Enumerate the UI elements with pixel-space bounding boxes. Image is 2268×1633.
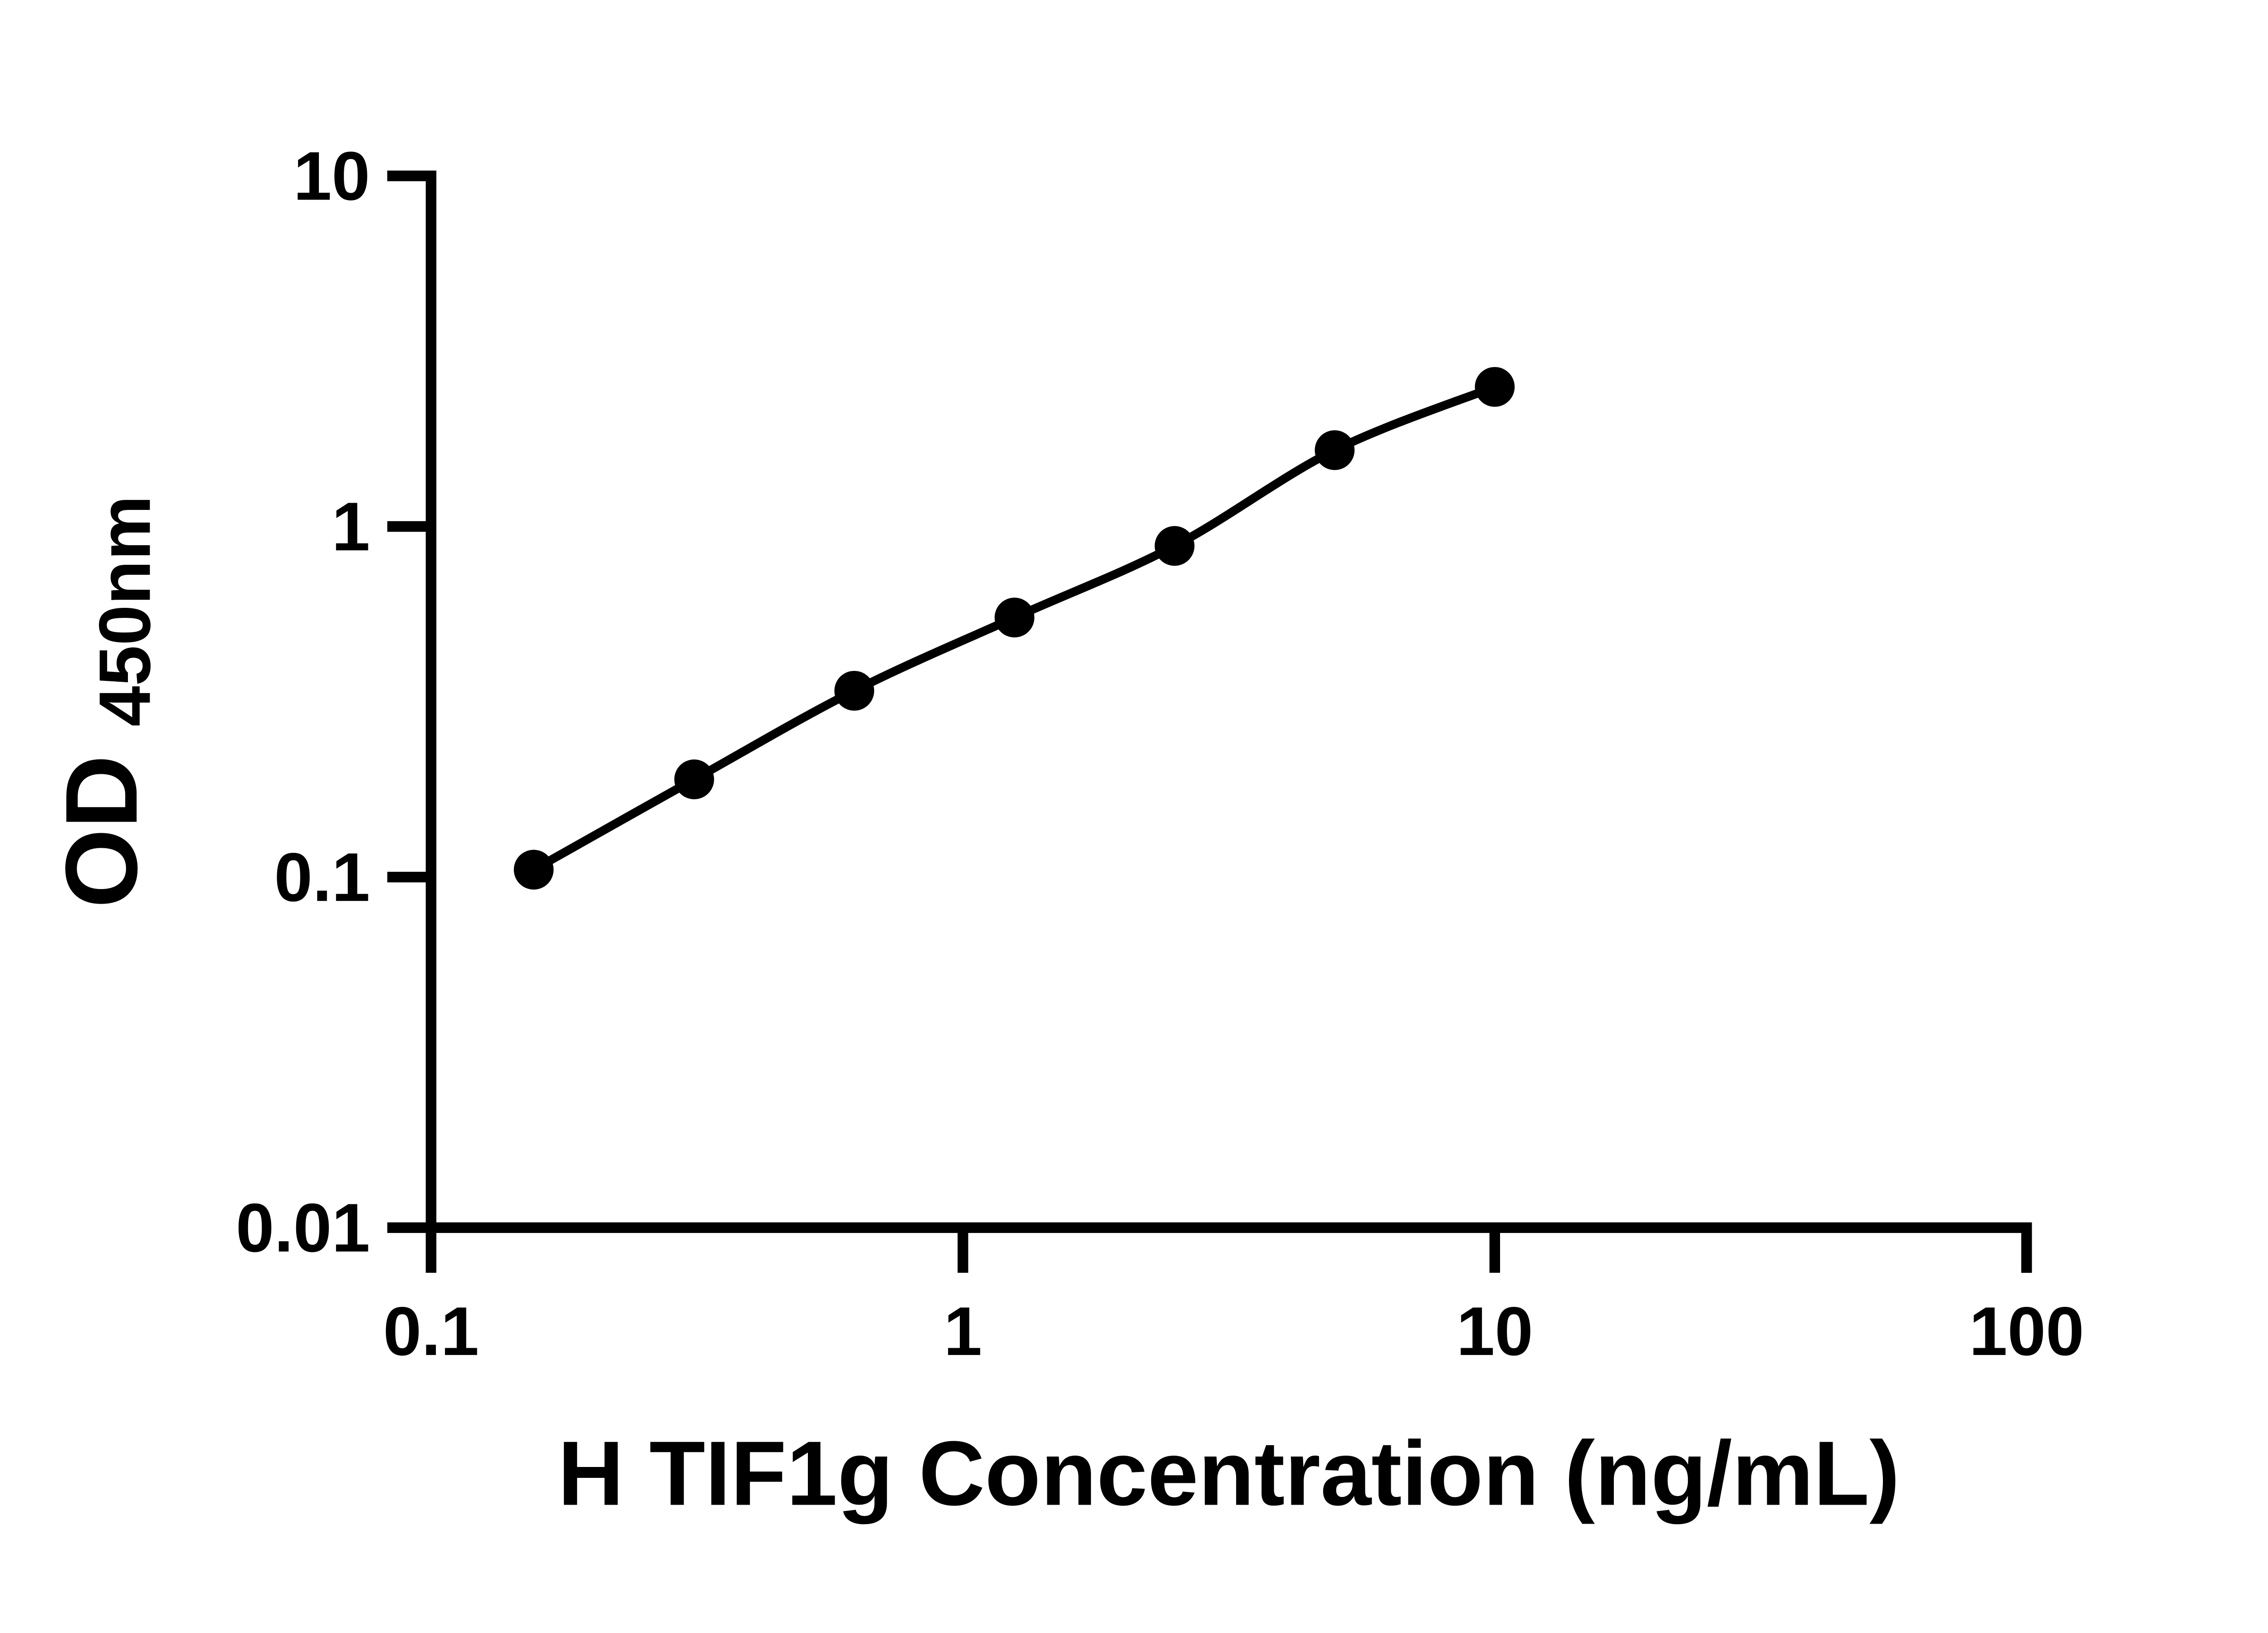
x-axis-title: H TIF1g Concentration (ng/mL) <box>558 1422 1900 1525</box>
data-points <box>513 367 1515 890</box>
x-tick-label-10: 10 <box>1457 1293 1533 1370</box>
y-axis-tick-labels: 0.01 0.1 1 10 <box>236 137 370 1266</box>
data-point-6 <box>1475 367 1515 407</box>
x-axis-ticks <box>425 1227 2032 1273</box>
x-axis-tick-labels: 0.1 1 10 100 <box>383 1293 2084 1370</box>
y-tick-label-0.01: 0.01 <box>236 1189 370 1266</box>
x-tick-label-100: 100 <box>1969 1293 2084 1370</box>
plot-background <box>0 20 2268 1613</box>
y-tick-label-1: 1 <box>332 488 370 565</box>
data-point-2 <box>834 670 875 711</box>
data-point-1 <box>674 759 714 799</box>
data-point-5 <box>1315 430 1355 470</box>
data-point-4 <box>1154 526 1195 566</box>
data-point-0 <box>513 850 554 890</box>
x-tick-label-1: 1 <box>944 1293 982 1370</box>
y-tick-label-0.1: 0.1 <box>274 839 370 916</box>
y-axis-title-main: OD <box>44 755 158 908</box>
y-tick-label-10: 10 <box>293 137 370 215</box>
data-point-3 <box>994 597 1035 638</box>
y-axis-ticks <box>387 171 431 1233</box>
y-axis-title-subscript: 450nm <box>84 495 166 726</box>
x-tick-label-0.1: 0.1 <box>383 1293 479 1370</box>
y-axis-title: OD 450nm <box>44 495 166 908</box>
